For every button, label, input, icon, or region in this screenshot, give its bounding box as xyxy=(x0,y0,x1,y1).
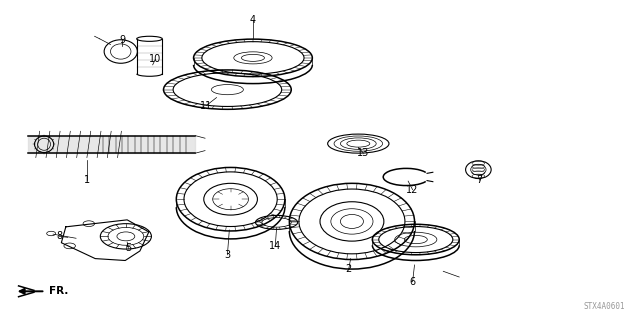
Text: 13: 13 xyxy=(357,148,369,158)
Text: 11: 11 xyxy=(200,100,212,110)
Text: STX4A0601: STX4A0601 xyxy=(584,302,625,311)
Text: 5: 5 xyxy=(125,243,132,253)
Text: 12: 12 xyxy=(406,185,419,195)
Text: 8: 8 xyxy=(56,231,63,241)
Text: 2: 2 xyxy=(346,264,352,274)
Text: 7: 7 xyxy=(477,175,483,185)
Text: FR.: FR. xyxy=(49,286,68,296)
Text: 3: 3 xyxy=(225,250,230,260)
Text: 14: 14 xyxy=(269,241,282,251)
Text: 4: 4 xyxy=(250,15,256,25)
Text: 6: 6 xyxy=(410,277,415,287)
Text: 9: 9 xyxy=(119,35,125,45)
Text: 10: 10 xyxy=(149,55,161,64)
Text: 1: 1 xyxy=(84,175,90,185)
